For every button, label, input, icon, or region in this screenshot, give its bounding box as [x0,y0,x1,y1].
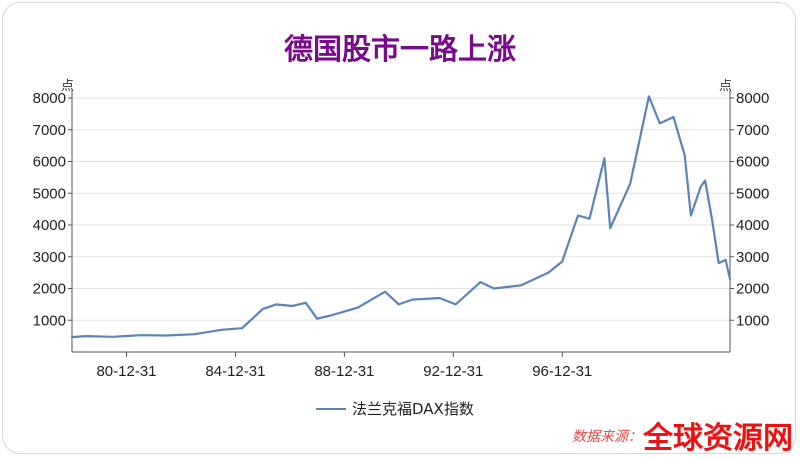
y-tick-label-left: 5000 [33,185,66,202]
y-tick-label-right: 7000 [736,122,769,139]
y-tick-label-right: 3000 [736,249,769,266]
y-tick-label-left: 7000 [33,122,66,139]
x-tick-label: 88-12-31 [314,363,374,380]
series-line [70,95,732,339]
y-tick-label-right: 4000 [736,217,769,234]
y-tick-label-right: 6000 [736,154,769,171]
watermark-logo: 全球资源网 [643,421,793,456]
legend: 法兰克福DAX指数 [316,398,474,419]
y-tick-label-left: 3000 [33,249,66,266]
chart-frame [2,2,796,454]
y-unit-label-left: 点 [61,79,74,94]
x-tick-label: 80-12-31 [96,363,156,380]
y-tick-label-right: 5000 [736,185,769,202]
y-tick-label-right: 2000 [736,281,769,298]
y-tick-label-right: 1000 [736,312,769,329]
y-tick-label-left: 4000 [33,217,66,234]
y-tick-label-left: 8000 [33,90,66,107]
y-tick-label-left: 6000 [33,154,66,171]
x-tick-label: 92-12-31 [423,363,483,380]
y-tick-label-left: 2000 [33,281,66,298]
x-tick-label: 96-12-31 [532,363,592,380]
y-tick-label-left: 1000 [33,312,66,329]
source-label: 数据来源： [572,429,642,445]
legend-label: 法兰克福DAX指数 [352,400,474,418]
y-unit-label-right: 点 [719,79,732,94]
legend-swatch [316,407,346,410]
chart-title: 德国股市一路上涨 [283,32,516,66]
y-tick-label-right: 8000 [736,90,769,107]
x-tick-label: 84-12-31 [205,363,265,380]
